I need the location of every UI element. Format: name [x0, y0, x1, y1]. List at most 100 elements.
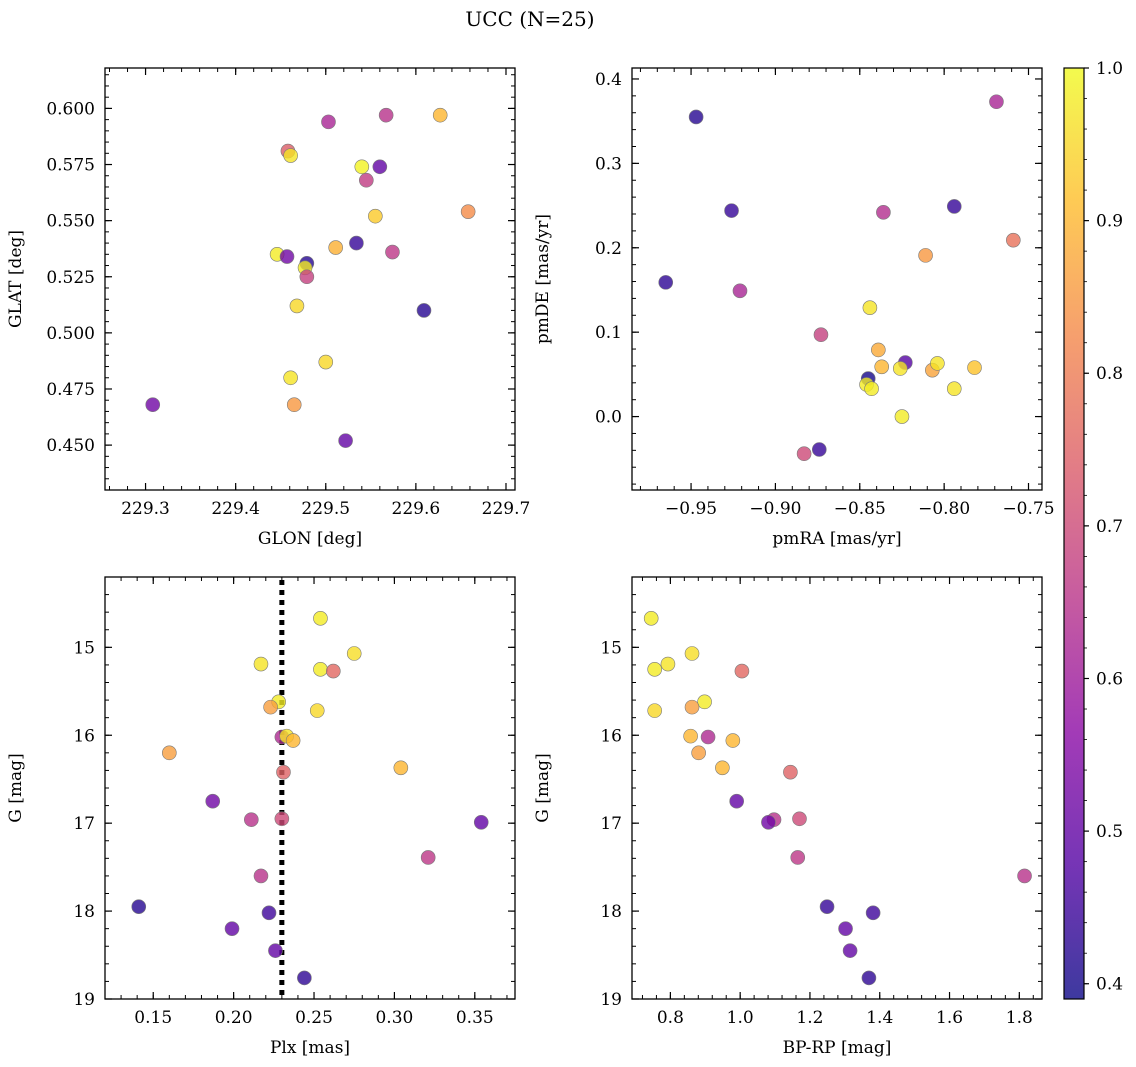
scatter-point [346, 646, 362, 661]
scatter-point [416, 303, 432, 318]
scatter-point [811, 442, 827, 457]
scatter-point [660, 656, 676, 672]
x-tick-label: 0.35 [456, 1008, 494, 1028]
scatter-point [876, 205, 891, 220]
scatter-point [420, 850, 436, 865]
scatter-point [819, 899, 835, 914]
x-tick-label: 0.20 [215, 1008, 253, 1028]
scatter-point [697, 694, 712, 710]
scatter-point [385, 244, 400, 260]
scatter-point [946, 199, 962, 214]
scatter-point [473, 814, 489, 830]
scatter-point [338, 433, 353, 448]
colorbar-tick-label: 0.4 [1096, 975, 1123, 995]
colorbar-frame [1063, 67, 1085, 1000]
scatter-point [892, 361, 908, 376]
scatter-point [724, 203, 739, 218]
y-tick-label: 0.4 [595, 70, 622, 90]
scatter-point [861, 970, 877, 986]
scatter-point [967, 360, 982, 375]
scatter-point [313, 662, 328, 677]
scatter-point [734, 663, 750, 679]
scatter-point [865, 905, 881, 921]
scatter-point [684, 699, 700, 715]
panel-4: 0.8 1.0 1.2 1.4 1.6 1.8 15 16 17 18 19 BP-RP [mag] G… [533, 576, 1043, 1058]
y-tick-label: 17 [73, 814, 95, 834]
scatter-point [691, 745, 706, 761]
x-tick-label: 1.4 [866, 1008, 893, 1028]
y-axis-label: pmDE [mas/yr] [533, 214, 553, 344]
scatter-point [263, 699, 278, 715]
figure-title: UCC (N=25) [465, 7, 594, 31]
scatter-point [368, 208, 383, 224]
x-axis-label: BP-RP [mag] [783, 1038, 892, 1058]
colorbar-gradient [1064, 68, 1084, 999]
scatter-point [378, 107, 394, 123]
y-tick-label: 0.0 [595, 408, 622, 428]
scatter-point [643, 611, 659, 626]
scatter-point [283, 148, 298, 163]
scatter-point [918, 248, 933, 263]
y-tick-label: 0.1 [595, 323, 622, 343]
axes-frame [104, 576, 516, 1000]
scatter-point [313, 611, 328, 626]
scatter-point [838, 921, 853, 936]
y-tick-label: 0.575 [46, 156, 95, 176]
scatter-point [688, 109, 704, 125]
axes-frame [104, 67, 516, 491]
scatter-point [318, 354, 334, 370]
x-tick-label: 0.15 [134, 1008, 172, 1028]
x-axis-label: Plx [mas] [270, 1038, 350, 1058]
scatter-point [279, 249, 295, 264]
scatter-point [647, 703, 662, 718]
scatter-point [321, 114, 336, 130]
panel-3: 0.15 0.20 0.25 0.30 0.35 15 16 17 18 19 Plx [mas] G… [6, 576, 516, 1058]
scatter-point [299, 269, 315, 285]
x-tick-label: −0.90 [749, 499, 801, 519]
x-tick-label: 0.30 [375, 1008, 413, 1028]
y-tick-label: 0.3 [595, 154, 622, 174]
x-tick-label: −0.75 [1002, 499, 1054, 519]
y-tick-label: 0.475 [46, 380, 95, 400]
scatter-point [244, 812, 259, 827]
scatter-point [359, 172, 374, 188]
scatter-point [326, 663, 341, 679]
x-axis-label: GLON [deg] [258, 529, 362, 549]
scatter-point [989, 94, 1004, 110]
scatter-point [946, 381, 962, 397]
y-tick-label: 16 [600, 726, 622, 746]
scatter-point [864, 381, 879, 397]
scatter-point [725, 733, 741, 748]
scatter-point [761, 814, 776, 830]
y-tick-label: 0.450 [46, 436, 95, 456]
scatter-point [224, 921, 240, 936]
scatter-point [372, 159, 388, 175]
scatter-point [715, 760, 730, 776]
scatter-point [732, 283, 748, 299]
scatter-point [683, 728, 698, 744]
y-tick-label: 0.500 [46, 324, 95, 344]
x-tick-label: 1.6 [936, 1008, 963, 1028]
scatter-point [783, 764, 798, 780]
colorbar-tick-label: 0.8 [1096, 364, 1123, 384]
scatter-point [297, 970, 312, 986]
y-axis-label: G [mag] [6, 753, 26, 822]
scatter-point [1017, 868, 1032, 884]
y-tick-label: 19 [600, 990, 622, 1010]
scatter-point [131, 899, 147, 914]
scatter-point [162, 745, 177, 761]
y-tick-label: 18 [600, 902, 622, 922]
scatter-point [700, 729, 716, 745]
scatter-point [813, 327, 829, 343]
scatter-point [283, 370, 298, 386]
scatter-point [289, 298, 305, 314]
scatter-point [871, 342, 886, 358]
scatter-point [862, 300, 878, 315]
colorbar-tick-label: 0.7 [1096, 517, 1123, 537]
colorbar-tick-label: 0.5 [1096, 822, 1123, 842]
scatter-point [349, 235, 364, 251]
scatter-point [205, 793, 221, 809]
axes-frame [631, 67, 1043, 491]
scatter-point [684, 646, 700, 661]
scatter-point [268, 943, 283, 958]
